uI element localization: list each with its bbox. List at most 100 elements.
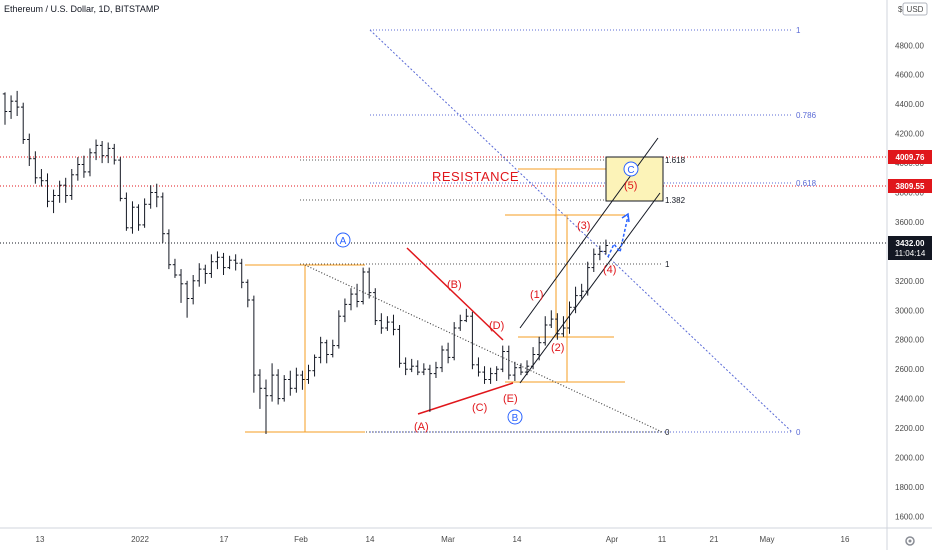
candlestick-series — [2, 90, 609, 434]
candle — [555, 313, 560, 340]
currency-button-label: USD — [907, 5, 924, 14]
candle — [445, 342, 451, 364]
candle — [585, 261, 590, 296]
fib-retracement-blue[interactable]: 1 0.786 0.618 0 — [369, 26, 817, 437]
candle — [172, 258, 178, 278]
resistance-label: RESISTANCE — [432, 169, 519, 184]
time-tick-label: May — [759, 535, 774, 544]
candle — [561, 316, 566, 337]
currency-prefix: $ — [898, 5, 903, 14]
candle — [63, 177, 68, 203]
circled-wave-a: A — [335, 232, 351, 248]
candle — [342, 298, 348, 323]
price-tag-3809-text: 3809.55 — [896, 182, 925, 191]
orange-measure-right[interactable] — [505, 168, 625, 383]
price-tick-label: 3000.00 — [895, 306, 924, 315]
candle — [160, 192, 166, 243]
fib-black-label-1: 1 — [665, 260, 670, 269]
candle — [415, 360, 420, 376]
wave-label-d: (D) — [489, 320, 504, 332]
plot-area[interactable] — [0, 0, 887, 528]
candle — [318, 336, 323, 364]
candle — [488, 367, 493, 384]
candle — [476, 357, 481, 377]
candle — [209, 254, 214, 278]
gear-icon[interactable] — [905, 536, 915, 546]
candle — [87, 148, 93, 177]
price-tick-label: 3600.00 — [895, 218, 924, 227]
fib-blue-label-0786: 0.786 — [796, 111, 817, 120]
candle — [397, 325, 402, 368]
candle — [184, 280, 190, 318]
price-tick-label: 4400.00 — [895, 100, 924, 109]
price-tag-countdown: 11:04:14 — [895, 249, 926, 258]
candle — [458, 314, 463, 331]
fib-blue-label-0: 0 — [796, 428, 801, 437]
wave-label-3: (3) — [577, 220, 590, 232]
candle — [427, 364, 433, 412]
candle — [14, 90, 20, 116]
time-tick-label: Mar — [441, 535, 455, 544]
wave-label-b: (B) — [447, 279, 462, 291]
price-axis-ticks: 1600.00 1800.00 2000.00 2200.00 2400.00 2600.… — [895, 41, 924, 521]
candle — [190, 275, 196, 305]
wave-label-a: (A) — [414, 421, 429, 433]
fib-blue-trend — [369, 29, 793, 433]
candle — [105, 142, 111, 164]
candle — [81, 155, 87, 178]
price-tick-label: 4600.00 — [895, 71, 924, 80]
candle — [360, 267, 366, 305]
candle — [112, 143, 117, 165]
candle — [39, 169, 44, 187]
candle — [367, 267, 372, 299]
fib-blue-label-1: 1 — [796, 26, 801, 35]
candle — [470, 311, 475, 370]
candle — [500, 345, 505, 373]
candle — [451, 322, 457, 361]
time-tick-label: 16 — [841, 535, 850, 544]
price-tag-current: 3432.00 11:04:14 — [888, 236, 932, 260]
candle — [482, 366, 487, 384]
candle — [118, 157, 123, 202]
candle — [294, 367, 299, 393]
candle — [373, 288, 378, 325]
candle — [536, 336, 542, 361]
triangle-a-c-e-line[interactable] — [417, 382, 514, 415]
wave-label-1: (1) — [530, 289, 543, 301]
candle — [221, 252, 226, 275]
price-tick-label: 2400.00 — [895, 395, 924, 404]
currency-button[interactable]: $ USD — [898, 2, 928, 16]
wave-label-c: (C) — [472, 402, 487, 414]
price-tick-label: 2800.00 — [895, 336, 924, 345]
projection-arrow — [607, 212, 630, 258]
candle — [57, 180, 62, 203]
candle — [306, 364, 311, 384]
price-tick-label: 3200.00 — [895, 277, 924, 286]
candle — [148, 185, 153, 209]
candle — [385, 316, 390, 331]
circled-wave-c-text: C — [627, 165, 634, 176]
candle — [227, 255, 232, 270]
time-tick-label: 13 — [36, 535, 45, 544]
candle — [69, 169, 74, 200]
price-tick-label: 1800.00 — [895, 483, 924, 492]
candle — [336, 310, 342, 349]
candle — [33, 151, 38, 184]
candle — [99, 141, 105, 164]
circled-wave-b: B — [507, 409, 523, 425]
candle — [233, 254, 238, 271]
candle — [263, 379, 269, 434]
price-tag-current-text: 3432.00 — [896, 239, 925, 248]
candle — [330, 339, 335, 358]
time-tick-label: Feb — [294, 535, 308, 544]
candle — [524, 360, 530, 376]
time-tick-label: 14 — [366, 535, 375, 544]
candle — [543, 316, 548, 346]
candle — [549, 310, 554, 328]
channel-lower-line[interactable] — [519, 192, 661, 384]
candle — [288, 370, 293, 396]
candle — [391, 314, 396, 336]
chart-title: Ethereum / U.S. Dollar, 1D, BITSTAMP — [4, 4, 159, 14]
triangle-b-d-line[interactable] — [406, 247, 504, 341]
